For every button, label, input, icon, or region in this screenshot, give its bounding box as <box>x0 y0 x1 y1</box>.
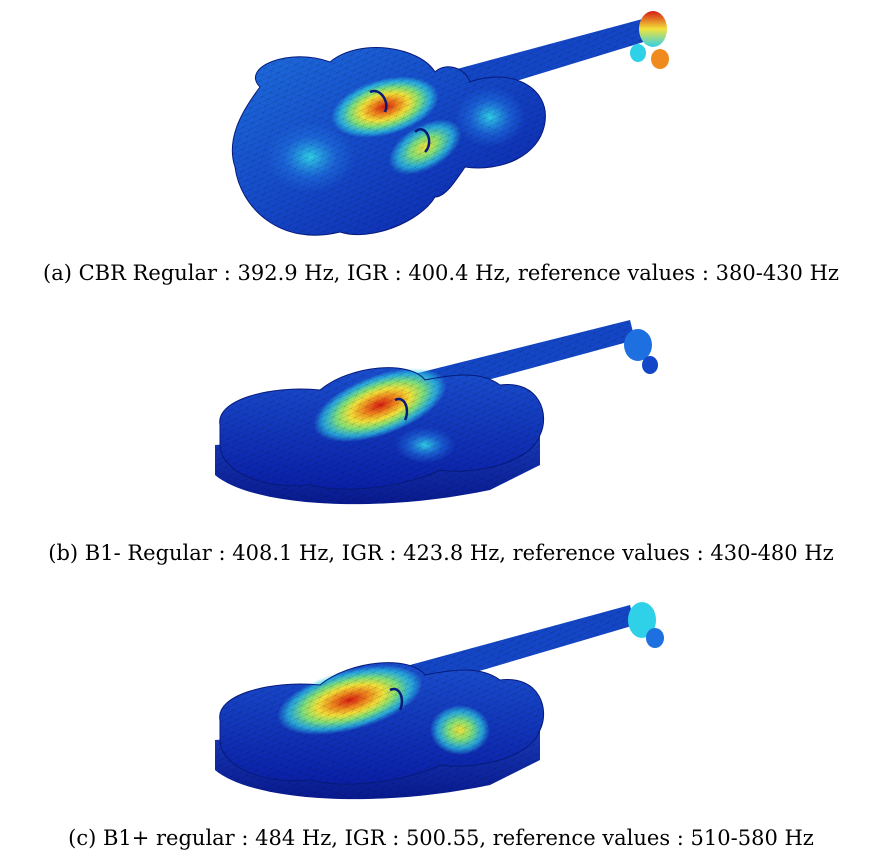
violin-mode-shape-c <box>205 585 675 815</box>
figure-panel-a: (a) CBR Regular : 392.9 Hz, IGR : 400.4 … <box>0 0 882 300</box>
violin-mode-shape-b <box>205 300 675 515</box>
caption-b: (b) B1- Regular : 408.1 Hz, IGR : 423.8 … <box>48 541 834 565</box>
figure-panel-c: (c) B1+ regular : 484 Hz, IGR : 500.55, … <box>0 580 882 865</box>
figure-panel-b: (b) B1- Regular : 408.1 Hz, IGR : 423.8 … <box>0 295 882 585</box>
violin-mode-shape-a <box>215 2 675 247</box>
caption-c: (c) B1+ regular : 484 Hz, IGR : 500.55, … <box>68 826 814 850</box>
caption-a: (a) CBR Regular : 392.9 Hz, IGR : 400.4 … <box>43 261 839 285</box>
